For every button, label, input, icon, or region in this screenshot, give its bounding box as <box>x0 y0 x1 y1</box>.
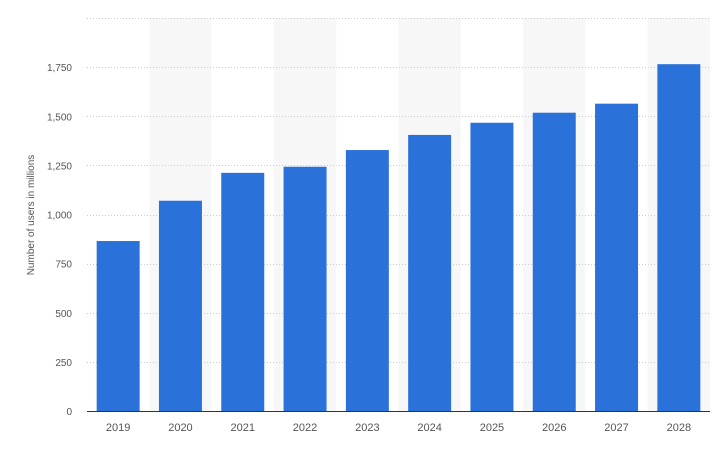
y-axis-label: Number of users in millions <box>26 155 37 276</box>
bar[interactable] <box>470 122 514 411</box>
y-tick-label: 250 <box>55 358 72 369</box>
y-tick-label: 1,250 <box>47 161 72 172</box>
bar[interactable] <box>158 200 202 411</box>
bar[interactable] <box>408 134 452 412</box>
x-tick-label: 2026 <box>542 422 566 434</box>
x-tick-label: 2025 <box>480 422 504 434</box>
bars <box>96 64 701 412</box>
x-tick-label: 2019 <box>106 422 130 434</box>
y-tick-label: 1,750 <box>47 63 72 74</box>
x-tick-label: 2020 <box>168 422 192 434</box>
bar[interactable] <box>96 241 140 411</box>
y-tick-label: 1,500 <box>47 112 72 123</box>
bar[interactable] <box>657 64 701 412</box>
x-tick-label: 2022 <box>293 422 317 434</box>
y-axis-ticks: 0 250 500 750 1,000 1,250 1,500 1,750 <box>47 63 72 418</box>
x-tick-label: 2027 <box>604 422 628 434</box>
y-tick-label: 750 <box>55 260 72 271</box>
x-tick-label: 2021 <box>231 422 255 434</box>
x-axis: 2019 2020 2021 2022 2023 2024 2025 2026 2027 2028 <box>87 411 710 434</box>
bar[interactable] <box>532 112 576 411</box>
bar[interactable] <box>221 172 265 411</box>
bar[interactable] <box>345 150 389 411</box>
bar[interactable] <box>283 166 327 411</box>
x-tick-label: 2023 <box>355 422 379 434</box>
bar[interactable] <box>595 103 639 411</box>
y-tick-label: 0 <box>66 407 72 418</box>
y-tick-label: 500 <box>55 309 72 320</box>
y-tick-label: 1,000 <box>47 211 72 222</box>
x-tick-label: 2024 <box>417 422 441 434</box>
x-tick-label: 2028 <box>667 422 691 434</box>
